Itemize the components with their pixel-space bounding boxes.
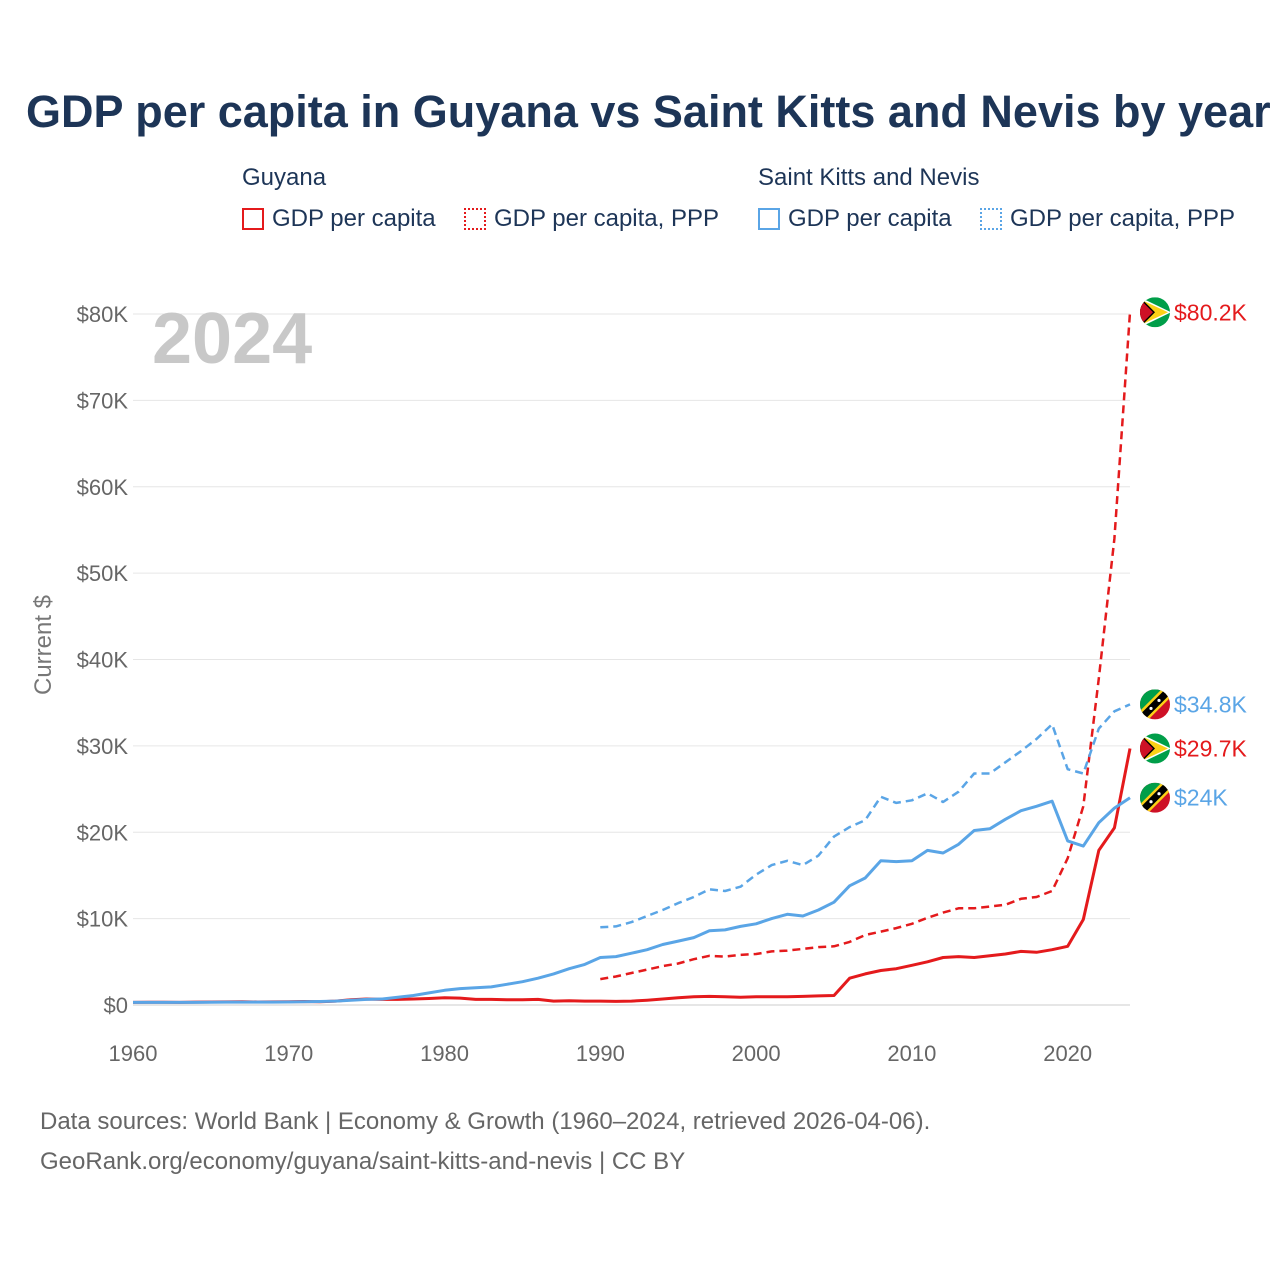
series-line	[133, 796, 1131, 1004]
legend-label: GDP per capita	[788, 205, 952, 232]
legend-item-guyana-gdp-ppp[interactable]: GDP per capita, PPP	[464, 205, 719, 233]
flag-red-triangle	[1140, 299, 1153, 326]
legend-item-skn-gdp-ppp[interactable]: GDP per capita, PPP	[980, 205, 1235, 233]
y-tick-label: $0	[104, 993, 128, 1018]
legend-label: GDP per capita, PPP	[494, 205, 719, 232]
legend-group-saint-kitts-and-nevis: Saint Kitts and Nevis	[758, 164, 980, 191]
y-tick-label: $80K	[77, 302, 129, 327]
flag-star	[1149, 706, 1153, 711]
legend-swatch-solid	[242, 208, 264, 230]
series-line	[132, 748, 1132, 1004]
x-tick-label: 1970	[264, 1041, 313, 1066]
y-tick-label: $60K	[77, 475, 129, 500]
flag-red-triangle	[1140, 735, 1153, 762]
legend-swatch-dashed	[980, 208, 1002, 230]
saint-kitts-and-nevis-flag-icon	[1140, 689, 1170, 720]
x-tick-label: 2000	[732, 1041, 781, 1066]
x-tick-label: 1990	[576, 1041, 625, 1066]
flag-body	[1140, 297, 1170, 328]
y-tick-label: $50K	[77, 561, 129, 586]
flag-star	[1149, 800, 1153, 804]
saint-kitts-and-nevis-flag-icon	[1140, 782, 1170, 813]
legend-group-guyana: Guyana	[242, 164, 327, 191]
flag-star	[1157, 698, 1161, 703]
series-end-label: $24K	[1174, 785, 1228, 811]
footer-sources: Data sources: World Bank | Economy & Gro…	[40, 1108, 931, 1135]
y-tick-label: $20K	[77, 820, 129, 845]
flag-body	[1140, 689, 1170, 720]
y-tick-label: $10K	[77, 907, 129, 932]
x-tick-label: 1980	[420, 1041, 469, 1066]
x-tick-label: 1960	[109, 1041, 158, 1066]
guyana-flag-icon	[1140, 297, 1170, 328]
legend-swatch-dashed	[464, 208, 486, 230]
guyana-flag-icon	[1140, 733, 1170, 764]
chart-title: GDP per capita in Guyana vs Saint Kitts …	[26, 86, 1271, 137]
footer-attribution[interactable]: GeoRank.org/economy/guyana/saint-kitts-a…	[40, 1148, 686, 1175]
legend-label: GDP per capita	[272, 205, 436, 232]
y-tick-label: $40K	[77, 648, 129, 673]
series-end-label: $29.7K	[1174, 735, 1248, 761]
y-tick-label: $30K	[77, 734, 129, 759]
flag-body	[1140, 782, 1170, 813]
y-tick-label: $70K	[77, 388, 129, 413]
legend-swatch-solid	[758, 208, 780, 230]
legend-item-guyana-gdp[interactable]: GDP per capita	[242, 205, 436, 233]
x-tick-label: 2020	[1043, 1041, 1092, 1066]
series-line	[600, 703, 1131, 929]
flag-body	[1140, 733, 1170, 764]
year-label: 2024	[152, 299, 312, 379]
series-end-label: $80.2K	[1174, 299, 1248, 325]
y-axis-label: Current $	[30, 595, 57, 695]
legend-label: GDP per capita, PPP	[1010, 205, 1235, 232]
legend-item-skn-gdp[interactable]: GDP per capita	[758, 205, 952, 233]
flag-star	[1157, 792, 1161, 796]
x-tick-label: 2010	[887, 1041, 936, 1066]
series-end-label: $34.8K	[1174, 691, 1248, 717]
